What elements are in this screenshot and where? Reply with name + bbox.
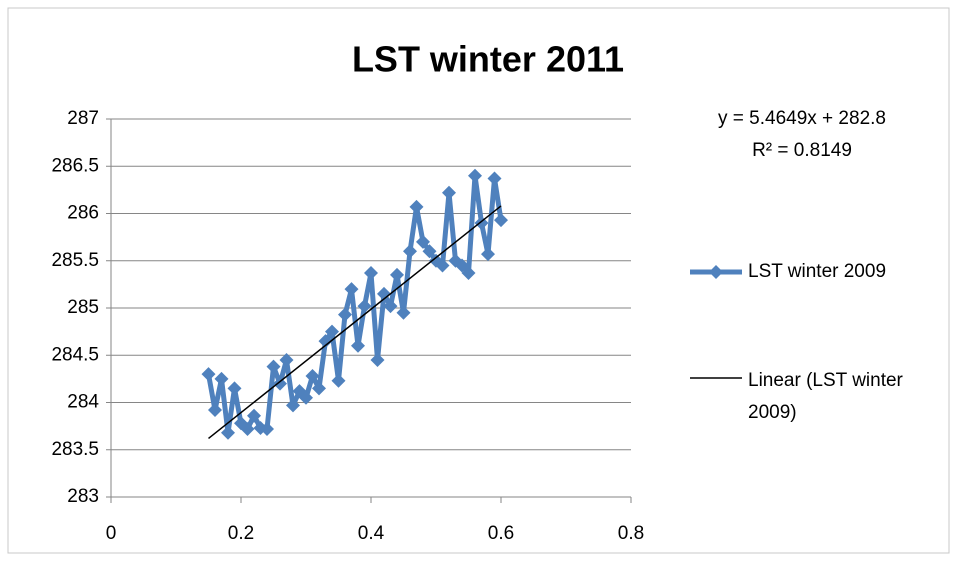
- marker: [266, 359, 281, 374]
- marker: [344, 282, 359, 297]
- marker: [377, 286, 391, 301]
- trend-r-squared: R² = 0.8149: [752, 140, 852, 161]
- marker: [331, 373, 346, 388]
- marker: [364, 266, 378, 281]
- x-tick-label: 0.8: [618, 523, 644, 544]
- y-tick-label: 283.5: [51, 439, 99, 460]
- marker: [312, 381, 326, 396]
- chart-title: LST winter 2011: [352, 39, 624, 80]
- y-tick-label: 287: [67, 108, 99, 129]
- x-tick-label: 0.6: [488, 523, 514, 544]
- marker: [390, 267, 404, 282]
- marker: [416, 234, 430, 249]
- marker: [221, 425, 235, 440]
- marker: [227, 381, 242, 396]
- y-tick-label: 286.5: [51, 155, 99, 176]
- marker: [435, 258, 450, 273]
- marker: [357, 299, 372, 314]
- y-tick-label: 284: [67, 392, 99, 413]
- y-tick-label: 285: [67, 297, 99, 318]
- marker: [208, 403, 222, 418]
- marker: [240, 421, 255, 436]
- marker: [279, 352, 294, 367]
- y-tick-label: 284.5: [51, 344, 99, 365]
- trend-line: [208, 205, 502, 439]
- x-tick-label: 0: [106, 523, 117, 544]
- marker: [461, 266, 476, 281]
- legend-marker: [709, 265, 723, 279]
- marker: [481, 247, 495, 262]
- x-tick-label: 0.2: [228, 523, 254, 544]
- marker: [455, 258, 469, 273]
- marker: [247, 408, 261, 423]
- marker: [422, 244, 437, 259]
- series-line: [206, 173, 504, 436]
- marker: [338, 307, 352, 322]
- marker: [487, 171, 502, 186]
- marker: [286, 398, 300, 413]
- marker: [305, 369, 320, 384]
- trend-equation: y = 5.4649x + 282.8: [718, 108, 886, 129]
- marker: [409, 199, 424, 214]
- y-tick-label: 286: [67, 203, 99, 224]
- marker: [260, 421, 274, 436]
- marker: [299, 390, 313, 405]
- marker: [468, 168, 482, 183]
- marker: [325, 324, 339, 339]
- marker: [403, 244, 417, 259]
- x-tick-label: 0.4: [358, 523, 385, 544]
- legend-label: Linear (LST winter 2009): [748, 370, 903, 423]
- marker: [370, 352, 385, 367]
- marker: [214, 371, 229, 386]
- chart-border: [7, 7, 950, 554]
- y-tick-label: 285.5: [51, 250, 99, 271]
- marker: [273, 376, 287, 391]
- legend-label: LST winter 2009: [748, 261, 886, 282]
- marker: [351, 338, 365, 353]
- marker: [442, 185, 456, 200]
- marker: [494, 213, 508, 228]
- marker: [318, 334, 333, 349]
- marker: [383, 299, 398, 314]
- marker: [201, 367, 216, 382]
- y-tick-label: 283: [67, 486, 99, 507]
- marker: [396, 305, 411, 320]
